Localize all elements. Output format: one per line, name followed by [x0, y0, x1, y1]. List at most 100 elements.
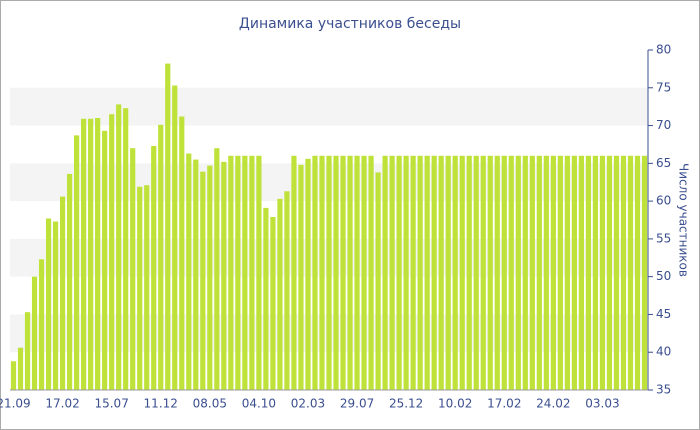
bar [487, 155, 493, 390]
y-tick-label: 40 [656, 345, 671, 359]
bar [445, 155, 451, 390]
bar [263, 207, 269, 390]
bar [543, 155, 549, 390]
bar [389, 155, 395, 390]
bar [592, 155, 599, 390]
x-tick-label: 17.02 [487, 397, 521, 411]
bar [319, 155, 325, 390]
bar [508, 155, 514, 390]
bar [95, 118, 101, 390]
bar [59, 196, 66, 390]
y-tick-label: 35 [656, 383, 671, 397]
bar [375, 172, 381, 390]
y-tick-label: 50 [656, 269, 671, 283]
bar [235, 155, 241, 390]
bar [52, 221, 59, 390]
bar [417, 155, 423, 390]
bar [550, 155, 556, 390]
bar [144, 185, 150, 390]
bar [200, 171, 206, 390]
bar [88, 118, 94, 390]
bar [74, 135, 80, 390]
x-tick-label: 21.09 [0, 397, 31, 411]
bar [158, 124, 164, 391]
bar [312, 155, 318, 390]
bar [361, 155, 367, 390]
bar [403, 155, 409, 390]
grid-band [10, 87, 648, 126]
bar [284, 191, 290, 390]
bar [109, 114, 115, 390]
bar [193, 159, 199, 390]
bar [522, 155, 528, 390]
bar [424, 155, 430, 390]
bar [571, 155, 577, 390]
x-tick-label: 15.07 [94, 397, 128, 411]
bar [123, 108, 129, 390]
bar [207, 165, 213, 390]
bar [179, 116, 185, 390]
x-tick-label: 10.02 [438, 397, 472, 411]
bar [165, 63, 171, 390]
bar [326, 155, 332, 390]
bar [305, 158, 311, 390]
bar [186, 153, 192, 390]
bar [31, 276, 38, 390]
bar [494, 155, 500, 390]
bar [480, 155, 486, 390]
bar [116, 104, 122, 391]
bar [347, 155, 353, 390]
bar [452, 155, 458, 390]
bar [431, 155, 437, 390]
bar [151, 145, 157, 390]
bar [242, 155, 248, 390]
bar [340, 155, 346, 390]
bar [578, 155, 584, 390]
bar [641, 155, 648, 390]
bar [270, 216, 276, 390]
bar [298, 164, 304, 390]
x-tick-label: 25.12 [389, 397, 423, 411]
bar [66, 173, 73, 390]
x-tick-label: 29.07 [340, 397, 374, 411]
bar [536, 155, 542, 390]
bar [81, 118, 87, 390]
bar [45, 218, 52, 390]
y-tick-label: 80 [656, 43, 671, 57]
bar [620, 155, 627, 390]
x-tick-label: 03.03 [585, 397, 619, 411]
bar [473, 155, 479, 390]
bar [501, 155, 507, 390]
bar [382, 155, 388, 390]
bar [256, 155, 262, 390]
y-tick-label: 60 [656, 194, 671, 208]
bar [333, 155, 339, 390]
bar [627, 155, 634, 390]
bar [228, 155, 234, 390]
y-tick-label: 70 [656, 118, 671, 132]
bar [354, 155, 360, 390]
bar [410, 155, 416, 390]
bar [368, 155, 374, 390]
x-tick-label: 04.10 [242, 397, 276, 411]
bar [38, 259, 45, 390]
bar [277, 198, 283, 390]
bar [214, 148, 220, 390]
bar [634, 155, 641, 390]
bar [606, 155, 613, 390]
y-tick-label: 55 [656, 231, 671, 245]
bar [585, 155, 592, 390]
bar [17, 347, 24, 390]
bar [172, 85, 178, 390]
bar [557, 155, 563, 390]
bar [24, 312, 31, 390]
bar [515, 155, 521, 390]
y-tick-label: 75 [656, 80, 671, 94]
x-tick-label: 08.05 [193, 397, 227, 411]
bar [130, 148, 136, 390]
bar [396, 155, 402, 390]
y-tick-label: 65 [656, 156, 671, 170]
bar [291, 155, 297, 390]
y-tick-label: 45 [656, 307, 671, 321]
